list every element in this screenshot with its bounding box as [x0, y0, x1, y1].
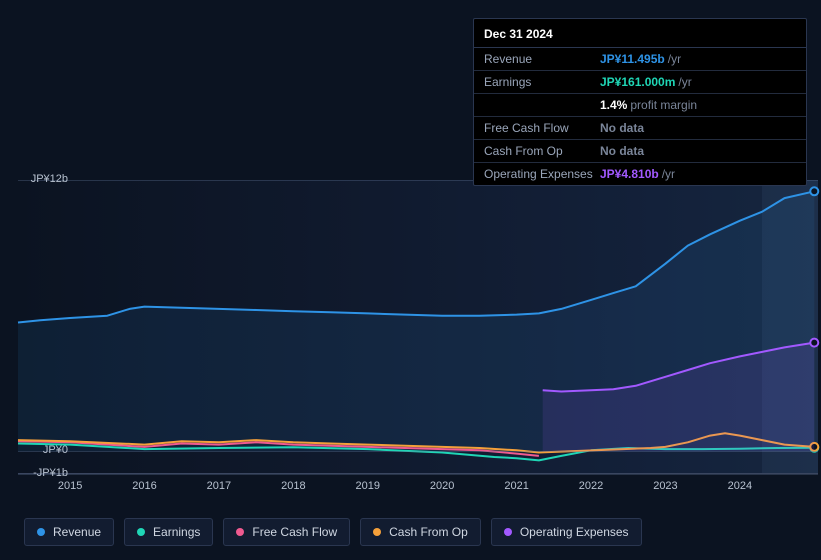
legend-label: Cash From Op — [389, 525, 468, 539]
tooltip-row-value: JP¥161.000m/yr — [600, 75, 692, 89]
legend-item-opex[interactable]: Operating Expenses — [491, 518, 642, 546]
tooltip-row: Operating ExpensesJP¥4.810b/yr — [474, 163, 806, 185]
legend-label: Operating Expenses — [520, 525, 629, 539]
legend: Revenue Earnings Free Cash Flow Cash From O… — [24, 518, 642, 546]
tooltip-row-value: No data — [600, 144, 644, 158]
x-axis-labels: 2015 2016 2017 2018 2019 2020 2021 2022 2023 2024 — [18, 480, 818, 500]
tooltip-row-value: JP¥11.495b/yr — [600, 52, 681, 66]
tooltip-row-value: JP¥4.810b/yr — [600, 167, 675, 181]
tooltip-row-label: Revenue — [484, 52, 600, 66]
legend-dot-icon — [504, 528, 512, 536]
tooltip-row: 1.4%profit margin — [474, 94, 806, 117]
x-tick-label: 2017 — [207, 480, 231, 492]
legend-label: Free Cash Flow — [252, 525, 337, 539]
tooltip-row-value: No data — [600, 121, 644, 135]
opex-end-marker — [810, 339, 818, 347]
legend-dot-icon — [37, 528, 45, 536]
y-tick-label: JP¥0 — [18, 444, 68, 456]
legend-label: Revenue — [53, 525, 101, 539]
tooltip-row: EarningsJP¥161.000m/yr — [474, 71, 806, 94]
x-tick-label: 2022 — [579, 480, 603, 492]
tooltip-row: Cash From OpNo data — [474, 140, 806, 163]
tooltip-row: Free Cash FlowNo data — [474, 117, 806, 140]
tooltip-row-value: 1.4%profit margin — [600, 98, 697, 112]
tooltip-row-label: Free Cash Flow — [484, 121, 600, 135]
x-tick-label: 2018 — [281, 480, 305, 492]
legend-item-revenue[interactable]: Revenue — [24, 518, 114, 546]
y-tick-label: JP¥12b — [18, 173, 68, 185]
grid-line — [18, 451, 818, 452]
grid-line — [18, 474, 818, 475]
tooltip-date: Dec 31 2024 — [474, 19, 806, 48]
tooltip-row-label: Cash From Op — [484, 144, 600, 158]
x-tick-label: 2024 — [728, 480, 752, 492]
plot-area[interactable] — [18, 180, 818, 474]
revenue-end-marker — [810, 187, 818, 195]
legend-label: Earnings — [153, 525, 200, 539]
x-tick-label: 2019 — [356, 480, 380, 492]
series-svg — [18, 180, 818, 474]
hover-tooltip: Dec 31 2024 RevenueJP¥11.495b/yrEarnings… — [473, 18, 807, 186]
legend-dot-icon — [373, 528, 381, 536]
legend-item-earnings[interactable]: Earnings — [124, 518, 213, 546]
x-tick-label: 2020 — [430, 480, 454, 492]
x-tick-label: 2016 — [132, 480, 156, 492]
tooltip-row-label: Operating Expenses — [484, 167, 600, 181]
y-tick-label: -JP¥1b — [18, 467, 68, 479]
legend-dot-icon — [236, 528, 244, 536]
legend-item-cfo[interactable]: Cash From Op — [360, 518, 481, 546]
tooltip-row: RevenueJP¥11.495b/yr — [474, 48, 806, 71]
tooltip-rows: RevenueJP¥11.495b/yrEarningsJP¥161.000m/… — [474, 48, 806, 185]
x-tick-label: 2021 — [504, 480, 528, 492]
legend-dot-icon — [137, 528, 145, 536]
legend-item-fcf[interactable]: Free Cash Flow — [223, 518, 350, 546]
x-tick-label: 2015 — [58, 480, 82, 492]
x-tick-label: 2023 — [653, 480, 677, 492]
tooltip-row-label — [484, 98, 600, 112]
tooltip-row-label: Earnings — [484, 75, 600, 89]
